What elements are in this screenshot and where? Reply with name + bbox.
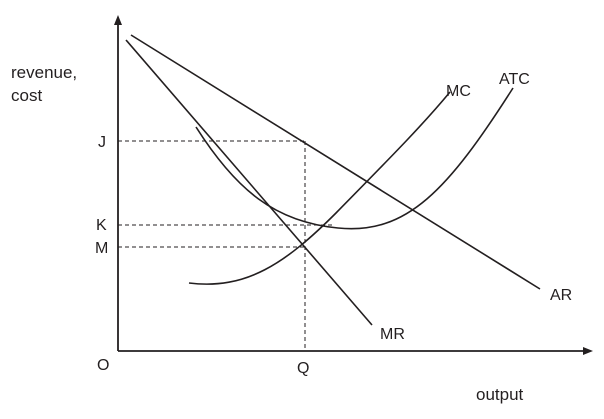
mr-label: MR [380, 326, 405, 343]
mc-label: MC [446, 83, 471, 100]
mc-curve [188, 91, 451, 285]
ar-curve [130, 34, 541, 290]
price-label-k: K [96, 217, 107, 234]
price-label-m: M [95, 240, 108, 257]
price-label-j: J [98, 134, 106, 151]
origin-label: O [97, 357, 109, 374]
ar-label: AR [550, 287, 572, 304]
x-axis-label: output [476, 385, 524, 404]
mr-curve [125, 39, 373, 326]
quantity-label-q: Q [297, 360, 309, 377]
y-axis-label-line-2: cost [11, 86, 42, 105]
atc-label: ATC [499, 71, 530, 88]
y-axis-label-line-1: revenue, [11, 63, 77, 82]
atc-curve [195, 87, 514, 230]
